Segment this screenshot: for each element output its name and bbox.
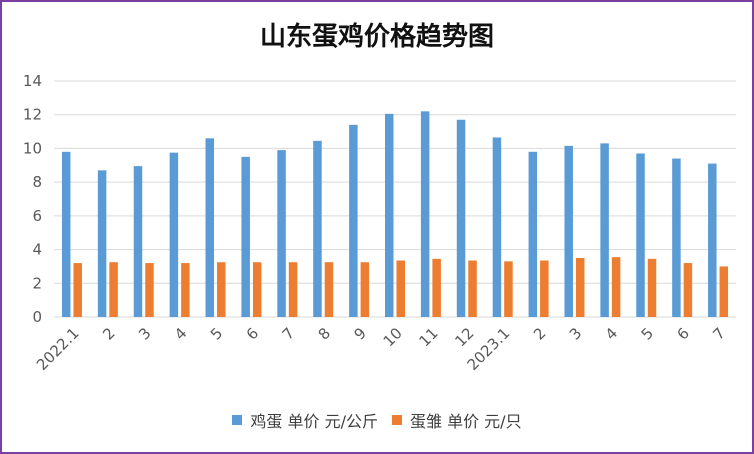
bar-chick-price [73, 263, 82, 317]
legend-label-series-2: 蛋雏 单价 元/只 [410, 412, 522, 431]
legend-swatch-series-1 [232, 415, 243, 425]
bar-chick-price [432, 258, 441, 317]
bar-egg-price [528, 151, 538, 317]
x-tick-label: 2 [530, 324, 549, 343]
bar-egg-price [708, 163, 717, 317]
x-tick-label: 6 [674, 324, 693, 343]
bar-egg-price [61, 151, 71, 317]
bar-chick-price [540, 260, 549, 317]
x-tick-label: 4 [602, 324, 621, 343]
x-tick-label: 2 [99, 324, 118, 343]
bar-chick-price [575, 258, 585, 317]
chart-legend: 鸡蛋 单价 元/公斤 蛋雏 单价 元/只 [2, 408, 752, 432]
bar-egg-price [241, 156, 250, 317]
x-tick-label: 12 [451, 324, 477, 350]
y-tick-label: 4 [32, 241, 42, 259]
x-tick-label: 8 [315, 324, 334, 343]
bar-chick-price [181, 263, 190, 317]
bar-chick-price [396, 260, 405, 317]
x-tick-label: 4 [171, 324, 190, 343]
bar-egg-price [313, 140, 322, 317]
bar-chick-price [288, 262, 298, 317]
bar-chick-price [217, 262, 226, 317]
bar-egg-price [600, 143, 609, 317]
bar-chick-price [504, 261, 513, 317]
x-tick-label: 5 [207, 324, 226, 343]
y-tick-label: 8 [32, 173, 42, 191]
x-tick-label: 6 [243, 324, 262, 343]
bar-chick-price [145, 263, 154, 317]
bar-egg-price [349, 124, 358, 317]
bar-chick-price [647, 258, 657, 317]
x-tick-label: 10 [380, 324, 406, 350]
bar-egg-price [97, 170, 107, 317]
bar-egg-price [420, 111, 430, 317]
bar-egg-price [636, 153, 645, 317]
bar-egg-price [169, 152, 179, 317]
x-tick-label: 7 [709, 324, 728, 343]
legend-swatch-series-2 [392, 415, 402, 425]
bar-egg-price [564, 145, 573, 317]
bar-egg-price [456, 119, 466, 318]
bar-chick-price [109, 262, 118, 317]
legend-item-series-2: 蛋雏 单价 元/只 [392, 408, 522, 432]
bar-chick-price [719, 266, 729, 317]
bar-egg-price [277, 150, 286, 317]
legend-item-series-1: 鸡蛋 单价 元/公斤 [232, 408, 378, 432]
y-tick-label: 12 [23, 106, 42, 124]
bar-chick-price [468, 260, 477, 317]
bar-egg-price [205, 138, 215, 317]
y-tick-label: 6 [32, 207, 42, 225]
bar-chick-price [324, 262, 334, 317]
bar-chick-price [683, 263, 693, 317]
x-tick-label: 3 [566, 324, 585, 343]
bar-chick-price [611, 257, 621, 317]
y-tick-label: 10 [23, 139, 42, 157]
bar-chick-price [252, 262, 262, 317]
x-tick-label: 2022.1 [33, 324, 83, 374]
x-tick-label: 3 [135, 324, 154, 343]
y-tick-label: 0 [32, 308, 42, 326]
x-tick-label: 7 [279, 324, 298, 343]
x-tick-label: 9 [350, 324, 369, 343]
legend-label-series-1: 鸡蛋 单价 元/公斤 [250, 412, 378, 431]
bar-chick-price [360, 262, 370, 317]
chart-title: 山东蛋鸡价格趋势图 [259, 22, 494, 52]
x-tick-label: 5 [638, 324, 657, 343]
bar-egg-price [385, 113, 394, 317]
bar-egg-price [133, 166, 143, 317]
y-tick-label: 14 [23, 72, 42, 90]
bar-egg-price [492, 137, 502, 317]
y-tick-label: 2 [32, 274, 42, 292]
bar-egg-price [672, 158, 681, 317]
x-tick-label: 11 [415, 324, 441, 350]
